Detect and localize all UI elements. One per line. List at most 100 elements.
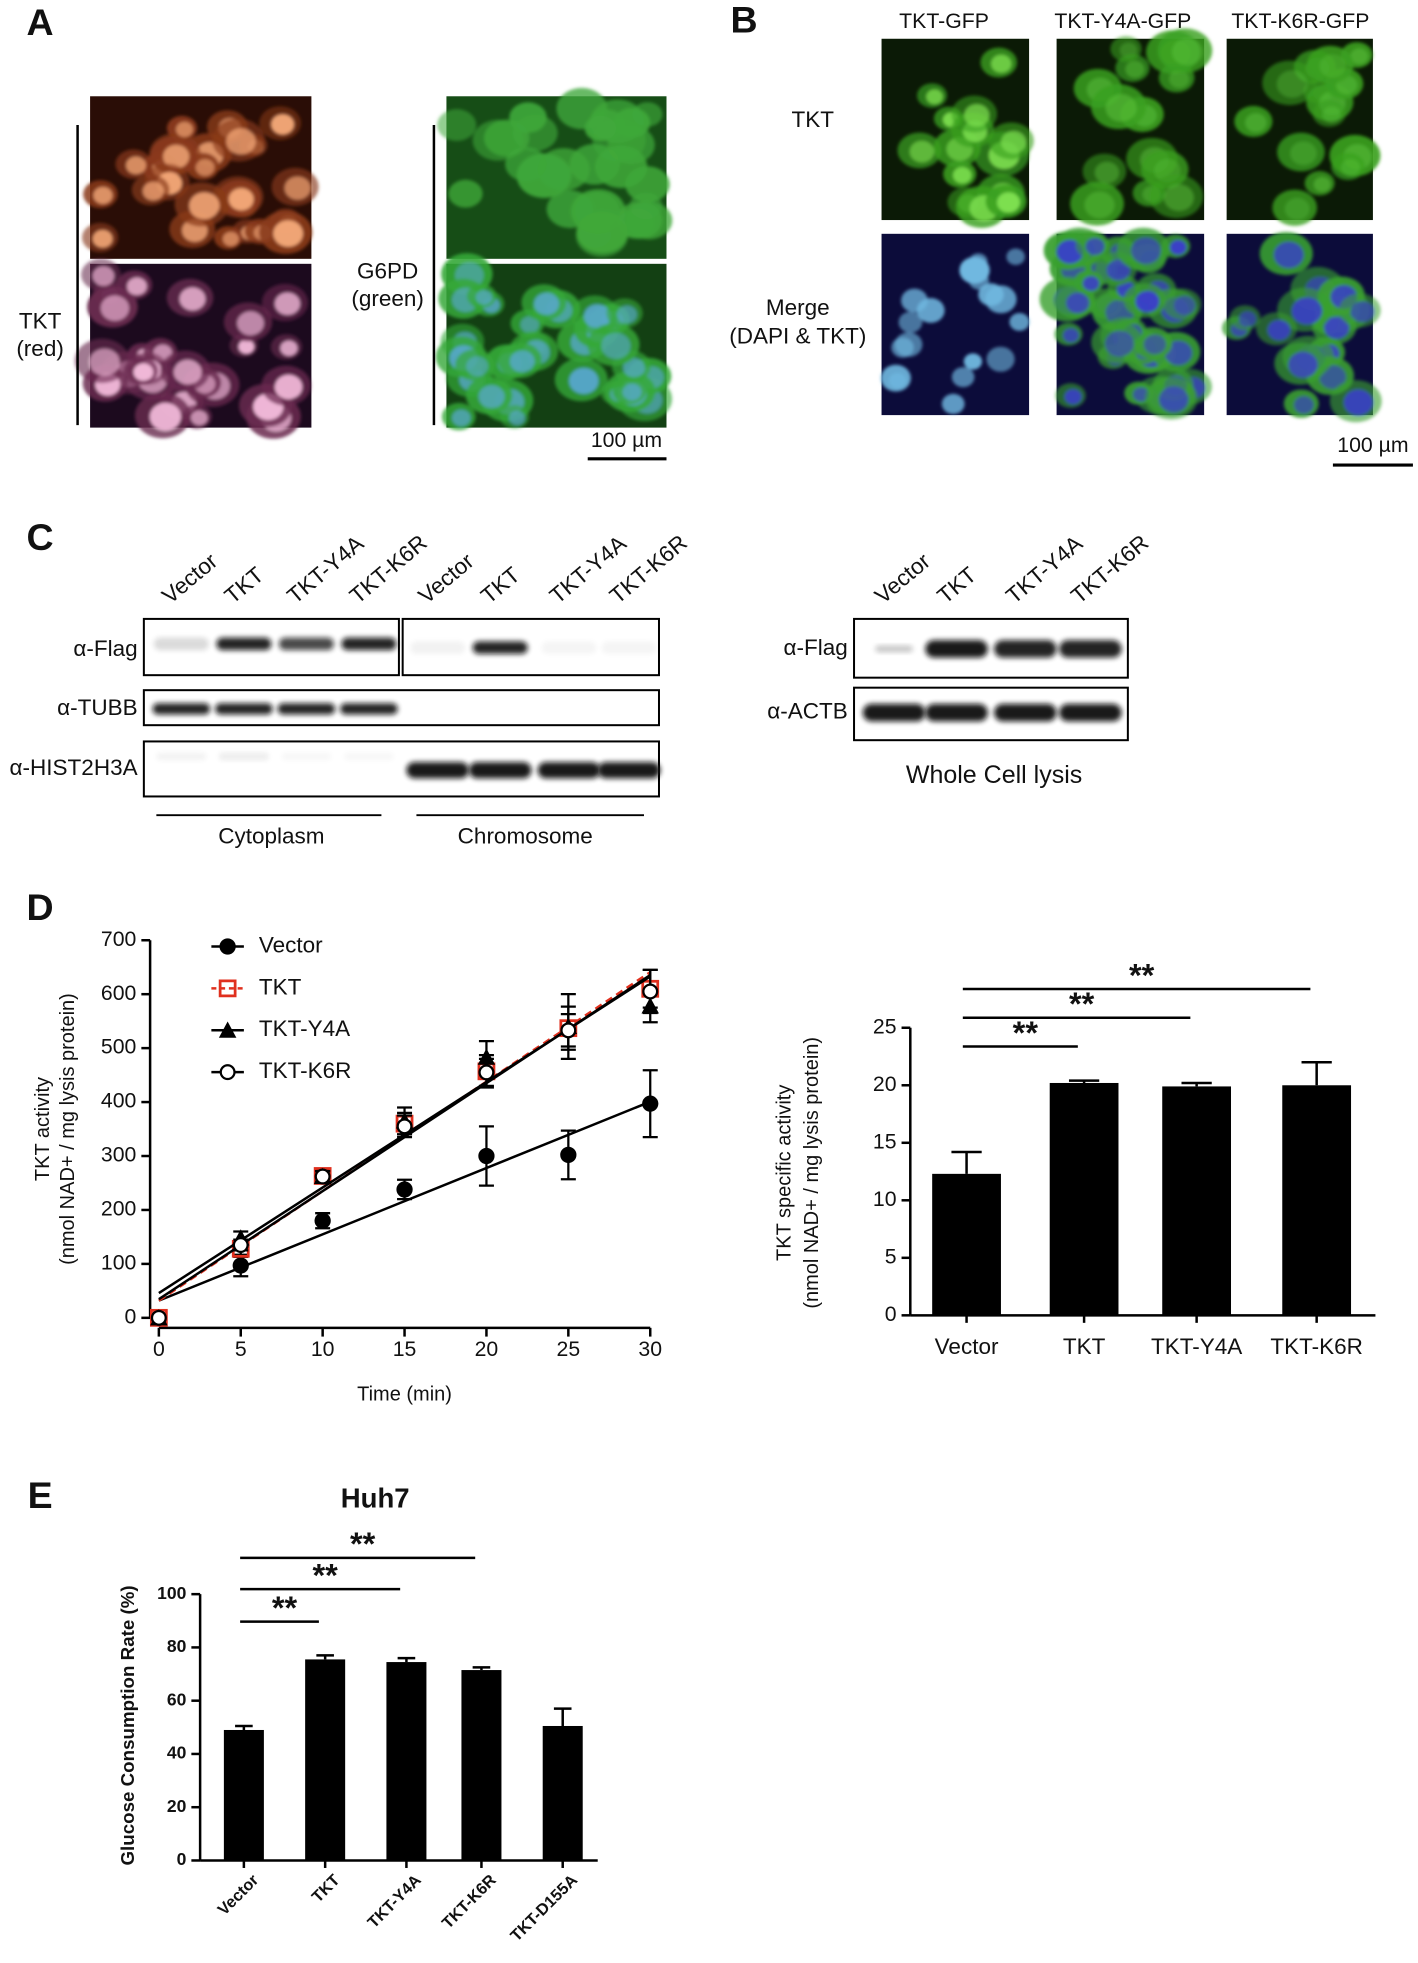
nucleus	[195, 159, 215, 176]
legend-label: TKT-Y4A	[259, 1016, 350, 1041]
y-tick-label: 0	[177, 1849, 187, 1869]
y-tick-label: 100	[157, 1583, 186, 1603]
nucleus	[1273, 241, 1304, 269]
nucleus	[568, 367, 599, 395]
nucleus	[236, 311, 265, 336]
nucleus	[1163, 184, 1194, 212]
y-axis-label: Glucose Consumption Rate (%)	[117, 1585, 138, 1865]
error-bar	[1181, 1081, 1212, 1087]
micrograph	[881, 38, 1034, 228]
micrograph	[1226, 38, 1381, 226]
label: (green)	[351, 286, 424, 311]
y-tick-label: 300	[101, 1143, 136, 1167]
nucleus	[1291, 297, 1323, 325]
nucleus	[926, 89, 943, 105]
nucleus	[1319, 54, 1346, 78]
cell	[448, 179, 483, 208]
nucleus	[951, 367, 975, 388]
x-tick-label: TKT-K6R	[439, 1871, 500, 1932]
fraction-label: Chromosome	[458, 824, 593, 849]
nucleus	[1119, 42, 1138, 59]
blot-band	[215, 703, 273, 715]
nucleus	[1350, 48, 1369, 65]
nucleus	[226, 128, 256, 155]
nucleus	[1173, 295, 1196, 316]
x-tick-label: TKT-Y4A	[1151, 1334, 1242, 1359]
nucleus	[1290, 141, 1317, 166]
nucleus	[901, 288, 928, 313]
blot-band	[925, 640, 988, 658]
cells	[437, 87, 673, 257]
marker	[477, 1048, 496, 1065]
legend-marker	[218, 979, 237, 998]
bar	[1282, 1085, 1352, 1316]
nucleus	[126, 277, 147, 296]
cells	[1070, 28, 1213, 226]
marker	[642, 1095, 659, 1112]
significance-label: **	[272, 1590, 298, 1626]
micrograph	[1056, 28, 1213, 226]
nucleus	[1267, 319, 1291, 341]
nucleus	[533, 292, 560, 316]
cells	[1221, 232, 1382, 423]
nucleus	[909, 140, 935, 163]
significance-label: **	[313, 1557, 339, 1593]
nucleus	[1084, 191, 1115, 219]
label: G6PD	[357, 259, 418, 284]
nucleus	[125, 156, 147, 175]
label: Merge	[766, 295, 830, 320]
nucleus	[133, 363, 154, 381]
bar	[305, 1659, 346, 1861]
nucleus	[93, 186, 113, 205]
nucleus	[898, 311, 923, 333]
column-label: TKT-GFP	[899, 9, 989, 33]
nucleus	[274, 374, 303, 400]
blot-band	[153, 637, 209, 651]
nucleus	[142, 181, 164, 201]
significance-label: **	[1129, 957, 1155, 993]
nucleus	[520, 316, 540, 334]
error-bar	[397, 1656, 416, 1663]
nucleus	[1288, 351, 1318, 378]
marker	[560, 1146, 577, 1164]
significance-label: **	[1013, 1015, 1039, 1051]
lane-label: Vector	[157, 548, 222, 608]
y-tick-label: 10	[873, 1187, 897, 1211]
error-bar	[1068, 1079, 1100, 1083]
nucleus	[1085, 238, 1105, 256]
nucleus	[1238, 311, 1257, 327]
blot-band	[281, 753, 331, 761]
nucleus	[190, 410, 208, 426]
micrograph	[82, 96, 319, 259]
y-tick-label: 80	[167, 1636, 187, 1656]
nucleus	[1350, 301, 1375, 323]
blot-band	[277, 703, 336, 715]
y-tick-label: 60	[167, 1689, 187, 1709]
nucleus	[1063, 328, 1079, 343]
nucleus	[1341, 159, 1361, 177]
nucleus	[284, 176, 311, 200]
nucleus	[175, 121, 193, 137]
x-tick-label: 20	[475, 1337, 499, 1361]
nucleus	[451, 409, 471, 427]
blot-band	[344, 753, 394, 761]
y-tick-label: 25	[873, 1014, 897, 1038]
cells	[880, 248, 1030, 415]
panel-label: D	[27, 886, 54, 928]
blot-band	[468, 762, 532, 779]
nucleus	[274, 292, 301, 316]
nucleus	[622, 383, 642, 401]
lane-label: Vector	[870, 548, 935, 608]
antibody-label: α-ACTB	[767, 699, 848, 724]
micrograph	[1221, 232, 1382, 423]
panel-label: A	[27, 1, 54, 43]
nucleus	[969, 253, 988, 270]
x-tick-label: TKT-Y4A	[364, 1871, 425, 1932]
y-tick-label: 100	[101, 1251, 136, 1275]
marker	[396, 1181, 413, 1198]
error-bar	[553, 1707, 572, 1726]
micrograph	[435, 253, 673, 431]
blot-band	[406, 762, 469, 779]
nucleus	[163, 144, 190, 169]
blot-band	[156, 752, 207, 761]
